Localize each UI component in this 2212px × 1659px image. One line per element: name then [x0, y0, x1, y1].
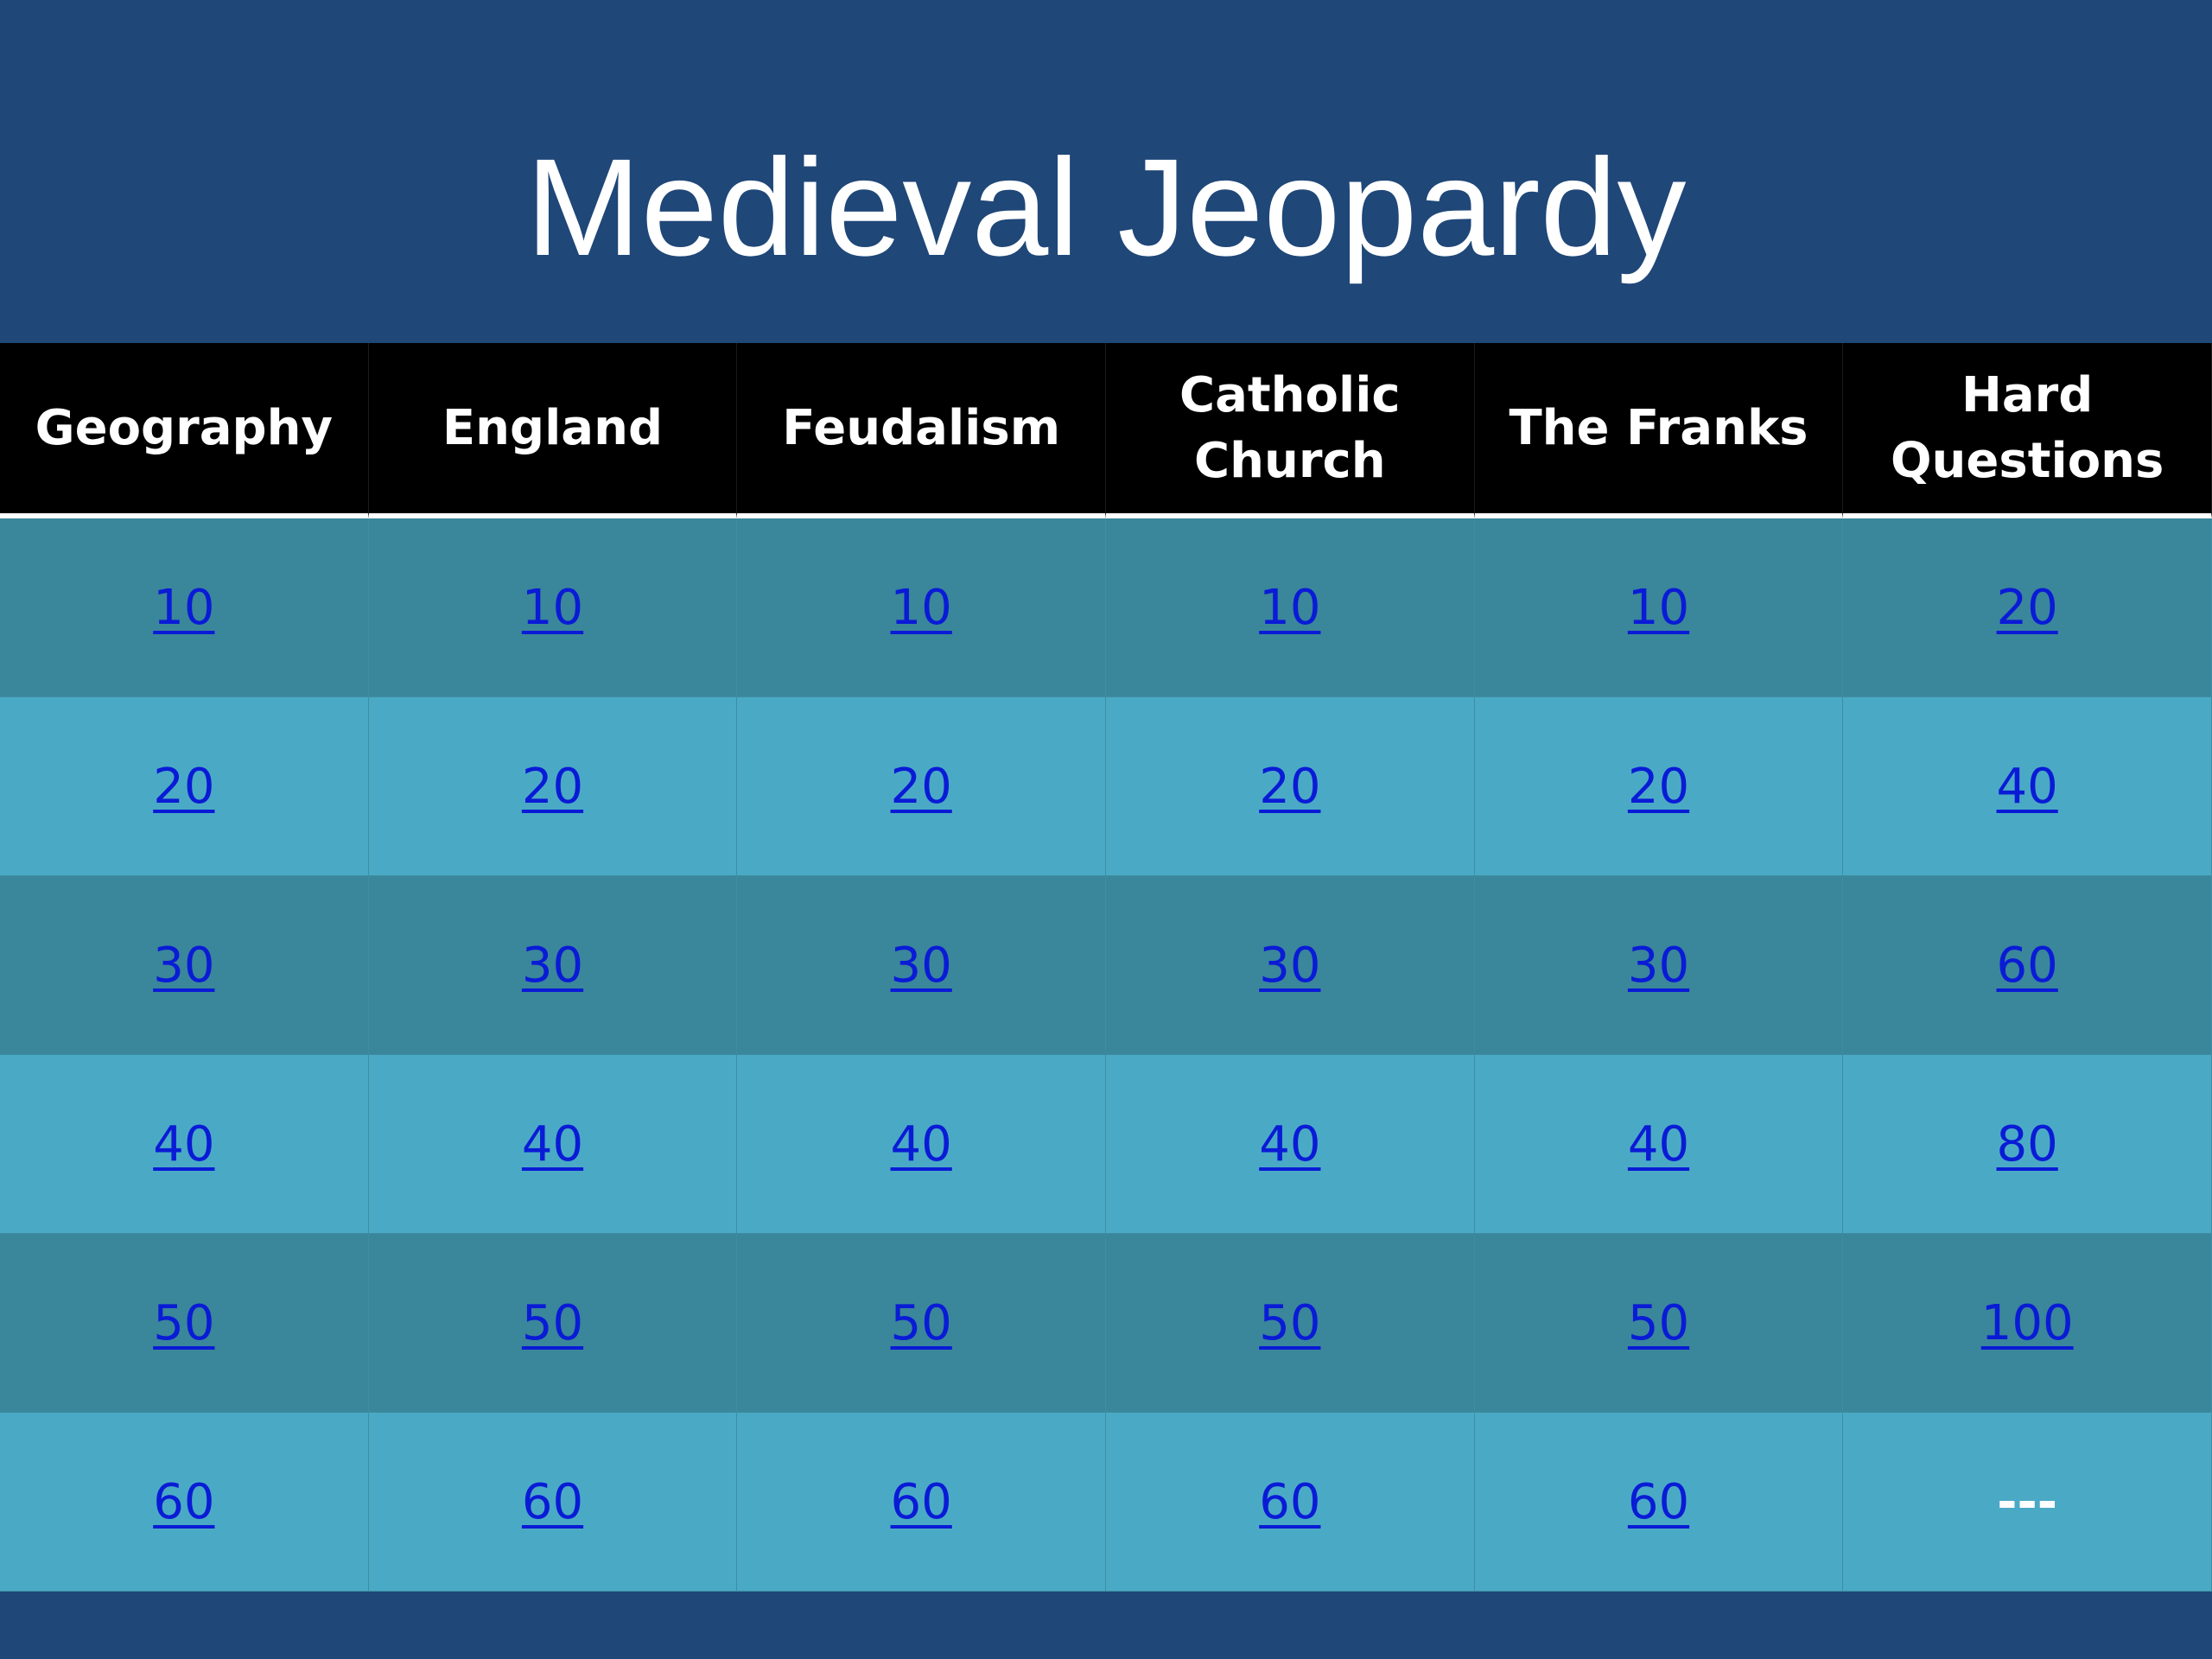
board-cell: 20 — [1474, 697, 1844, 876]
question-link[interactable]: 20 — [153, 758, 215, 815]
question-link[interactable]: 60 — [1259, 1473, 1321, 1530]
board-cell: 20 — [1105, 697, 1475, 876]
board-cell: 30 — [1474, 876, 1844, 1055]
board-cell: 30 — [737, 876, 1106, 1055]
question-link[interactable]: 50 — [890, 1294, 952, 1351]
question-link[interactable]: 20 — [1996, 579, 2058, 636]
board-cell: 50 — [0, 1234, 369, 1413]
question-link[interactable]: 40 — [1627, 1116, 1690, 1173]
category-label: England — [442, 399, 664, 456]
question-link[interactable]: 10 — [153, 579, 215, 636]
question-link[interactable]: 50 — [153, 1294, 215, 1351]
board-cell: 40 — [1105, 1055, 1475, 1234]
question-link[interactable]: 80 — [1996, 1116, 2058, 1173]
question-link[interactable]: 10 — [1259, 579, 1321, 636]
board-cell: 60 — [737, 1413, 1106, 1592]
question-link[interactable]: 40 — [890, 1116, 952, 1173]
category-header-england: England — [368, 343, 738, 518]
board-cell: 20 — [1843, 518, 2212, 697]
board-cell: 60 — [1474, 1413, 1844, 1592]
board-cell: 50 — [368, 1234, 738, 1413]
question-link[interactable]: 30 — [1627, 937, 1690, 994]
board-cell: 40 — [368, 1055, 738, 1234]
question-link[interactable]: 20 — [521, 758, 584, 815]
board-cell: 40 — [737, 1055, 1106, 1234]
question-link[interactable]: 40 — [1259, 1116, 1321, 1173]
question-link[interactable]: 60 — [153, 1473, 215, 1530]
category-label: Catholic Church — [1179, 366, 1401, 489]
board-cell: 60 — [1843, 876, 2212, 1055]
question-link[interactable]: 50 — [1259, 1294, 1321, 1351]
board-cell: 20 — [368, 697, 738, 876]
question-link[interactable]: 20 — [1627, 758, 1690, 815]
question-link[interactable]: 40 — [521, 1116, 584, 1173]
board-cell: --- — [1843, 1413, 2212, 1592]
board-cell: 60 — [368, 1413, 738, 1592]
question-link[interactable]: 30 — [153, 937, 215, 994]
question-link[interactable]: 10 — [890, 579, 952, 636]
question-link[interactable]: 60 — [1627, 1473, 1690, 1530]
category-label: Feudalism — [782, 399, 1061, 456]
board-cell: 60 — [1105, 1413, 1475, 1592]
question-link[interactable]: 40 — [153, 1116, 215, 1173]
question-link[interactable]: 20 — [890, 758, 952, 815]
board-cell: 50 — [737, 1234, 1106, 1413]
category-header-the-franks: The Franks — [1474, 343, 1844, 518]
question-link[interactable]: 30 — [890, 937, 952, 994]
category-header-catholic-church: Catholic Church — [1105, 343, 1475, 518]
question-link[interactable]: 30 — [521, 937, 584, 994]
board-cell: 20 — [0, 697, 369, 876]
board-cell: 80 — [1843, 1055, 2212, 1234]
board-cell: 60 — [0, 1413, 369, 1592]
board-cell: 30 — [368, 876, 738, 1055]
board-cell: 40 — [1474, 1055, 1844, 1234]
category-header-hard-questions: Hard Questions — [1843, 343, 2212, 518]
board-cell: 50 — [1105, 1234, 1475, 1413]
board-cell: 10 — [737, 518, 1106, 697]
board-cell: 10 — [1105, 518, 1475, 697]
question-link[interactable]: 50 — [1627, 1294, 1690, 1351]
category-label: The Franks — [1509, 399, 1808, 456]
used-question-placeholder: --- — [1997, 1473, 2058, 1530]
question-link[interactable]: 10 — [1627, 579, 1690, 636]
board-cell: 100 — [1843, 1234, 2212, 1413]
jeopardy-board: Geography England Feudalism Catholic Chu… — [0, 343, 2212, 1597]
board-cell: 10 — [368, 518, 738, 697]
category-label: Hard Questions — [1890, 366, 2164, 489]
board-cell: 40 — [1843, 697, 2212, 876]
question-link[interactable]: 40 — [1996, 758, 2058, 815]
question-link[interactable]: 50 — [521, 1294, 584, 1351]
board-cell: 30 — [1105, 876, 1475, 1055]
question-link[interactable]: 60 — [1996, 937, 2058, 994]
board-cell: 10 — [0, 518, 369, 697]
board-cell: 10 — [1474, 518, 1844, 697]
question-link[interactable]: 60 — [890, 1473, 952, 1530]
question-link[interactable]: 20 — [1259, 758, 1321, 815]
board-cell: 40 — [0, 1055, 369, 1234]
board-cell: 30 — [0, 876, 369, 1055]
question-link[interactable]: 100 — [1980, 1294, 2074, 1351]
question-link[interactable]: 10 — [521, 579, 584, 636]
question-link[interactable]: 30 — [1259, 937, 1321, 994]
board-cell: 20 — [737, 697, 1106, 876]
category-header-feudalism: Feudalism — [737, 343, 1106, 518]
question-link[interactable]: 60 — [521, 1473, 584, 1530]
slide-title: Medieval Jeopardy — [525, 130, 1687, 284]
category-label: Geography — [35, 399, 334, 456]
category-header-geography: Geography — [0, 343, 369, 518]
board-cell: 50 — [1474, 1234, 1844, 1413]
